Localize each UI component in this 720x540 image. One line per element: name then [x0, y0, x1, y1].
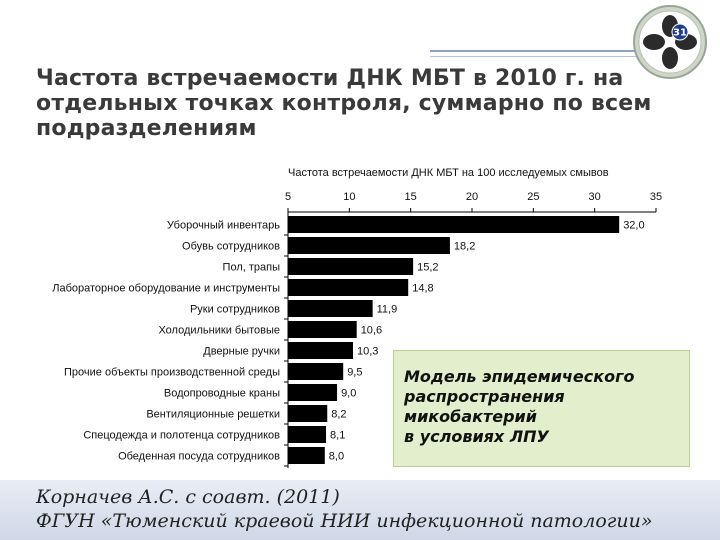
bar: [288, 405, 328, 422]
model-box-line-1: Модель эпидемического: [404, 367, 635, 386]
value-label: 32,0: [623, 220, 644, 232]
value-label: 10,3: [357, 346, 378, 358]
bar: [288, 342, 354, 359]
value-label: 8,2: [331, 409, 346, 421]
decorative-line: [430, 50, 650, 52]
value-label: 18,2: [454, 241, 475, 253]
value-label: 9,0: [341, 388, 356, 400]
model-info-box: Модель эпидемического распространения ми…: [393, 350, 690, 467]
category-label: Водопроводные краны: [164, 388, 280, 400]
x-tick-label: 10: [343, 191, 355, 203]
chart-title: Частота встречаемости ДНК МБТ на 100 исс…: [288, 167, 609, 179]
category-label: Прочие объекты производственной среды: [64, 367, 280, 379]
category-label: Вентиляционные решетки: [146, 409, 280, 421]
value-label: 8,0: [329, 451, 344, 463]
x-tick-label: 20: [466, 191, 478, 203]
x-tick-label: 15: [405, 191, 417, 203]
value-label: 14,8: [412, 283, 433, 295]
bar: [288, 216, 620, 233]
category-label: Холодильники бытовые: [158, 325, 280, 337]
category-label: Уборочный инвентарь: [167, 220, 280, 232]
value-label: 11,9: [377, 304, 398, 316]
category-label: Обеденная посуда сотрудников: [118, 451, 280, 463]
category-labels: Уборочный инвентарь Обувь сотрудников Пол,…: [52, 220, 280, 463]
category-label: Пол, трапы: [223, 262, 281, 274]
bar: [288, 363, 344, 380]
slide-title-line-3: подразделениям: [36, 116, 257, 141]
bars: [288, 216, 620, 464]
value-label: 8,1: [330, 430, 345, 442]
category-label: Дверные ручки: [203, 346, 280, 358]
category-label: Спецодежда и полотенца сотрудников: [83, 430, 280, 442]
value-label: 10,6: [361, 325, 382, 337]
bar: [288, 300, 373, 317]
model-box-line-3: микобактерий: [404, 407, 537, 426]
clover-logo-icon: 31: [633, 5, 707, 79]
x-tick-label: 25: [527, 191, 539, 203]
bar-chart: Частота встречаемости ДНК МБТ на 100 исс…: [52, 167, 662, 468]
bar: [288, 258, 414, 275]
value-labels: 32,0 18,2 15,2 14,8 11,9 10,6 10,3 9,5 9,0 8,2 8,1…: [329, 220, 645, 463]
decorative-line-thin: [430, 56, 650, 57]
slide-title: Частота встречаемости ДНК МБТ в 2010 г. …: [36, 66, 696, 141]
category-label: Лабораторное оборудование и инструменты: [52, 283, 280, 295]
model-box-line-4: в условиях ЛПУ: [404, 427, 549, 446]
value-label: 15,2: [417, 262, 438, 274]
bar: [288, 426, 327, 443]
slide-title-line-2: отдельных точках контроля, суммарно по в…: [36, 91, 652, 116]
bar: [288, 279, 409, 296]
value-label: 9,5: [347, 367, 362, 379]
bar: [288, 447, 325, 464]
footer-authors: Корначев А.С. с соавт. (2011): [36, 486, 340, 508]
logo-number: 31: [673, 28, 687, 39]
slide-title-line-1: Частота встречаемости ДНК МБТ в 2010 г. …: [36, 66, 624, 91]
bar: [288, 321, 357, 338]
model-box-line-2: распространения: [404, 387, 565, 406]
x-tick-label: 30: [589, 191, 601, 203]
x-axis: 5 10 15 20 25 30 35: [284, 191, 662, 468]
x-tick-label: 5: [285, 191, 291, 203]
x-tick-label: 35: [650, 191, 662, 203]
category-label: Руки сотрудников: [190, 304, 280, 316]
footer-institution: ФГУН «Тюменский краевой НИИ инфекционной…: [36, 510, 653, 532]
category-label: Обувь сотрудников: [182, 241, 280, 253]
bar: [288, 384, 338, 401]
footer: Корначев А.С. с соавт. (2011) ФГУН «Тюме…: [0, 480, 720, 540]
bar: [288, 237, 450, 254]
